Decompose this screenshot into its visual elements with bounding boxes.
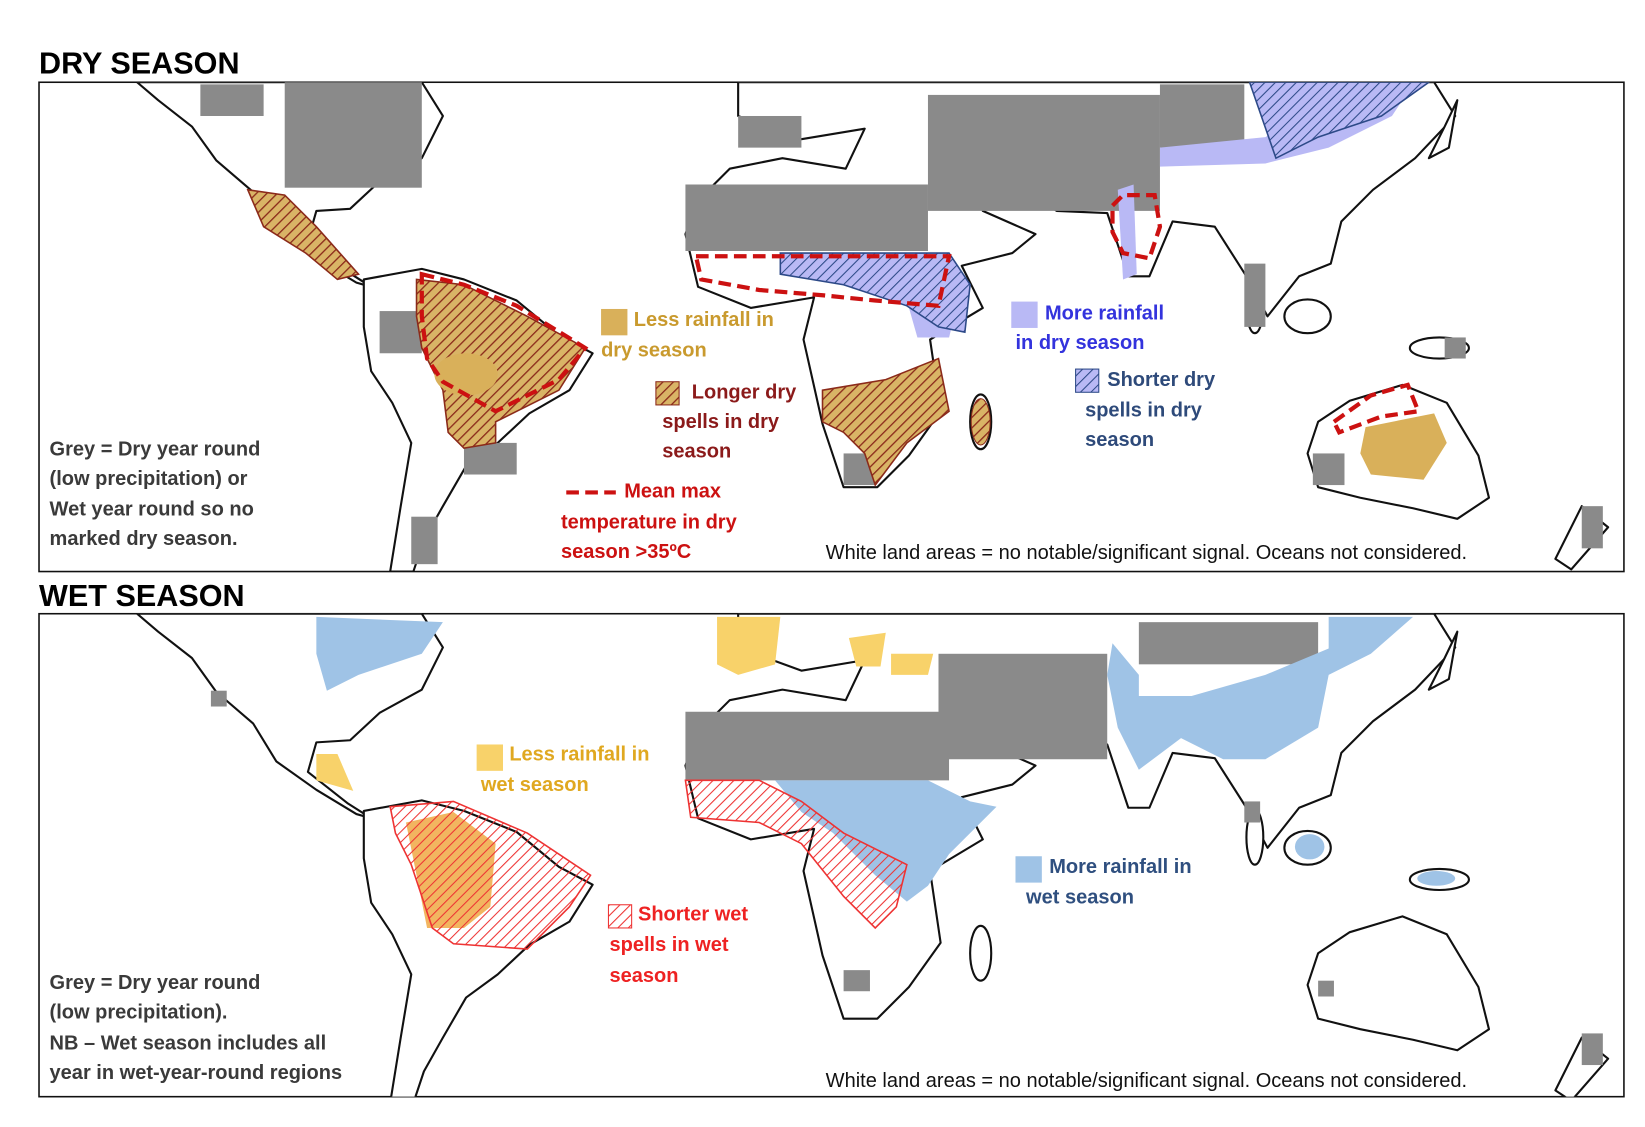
legend-label: Less rainfall in [634,309,774,331]
note: (low precipitation). [50,1002,228,1024]
note: marked dry season. [50,528,238,550]
legend-label: season >35ºC [561,541,691,563]
legend-label: Mean max [624,481,721,503]
legend-label: season [610,965,679,987]
legend-swatch [1011,301,1038,328]
legend-label: temperature in dry [561,511,738,533]
legend-label: spells in dry [662,411,780,433]
note: (low precipitation) or [50,468,248,490]
legend-label: in dry season [1015,332,1144,354]
legend-label: season [1085,429,1154,451]
legend-swatch [1015,856,1042,883]
legend-swatch [655,381,680,406]
note: year in wet-year-round regions [50,1062,343,1084]
legend-label: Shorter dry [1107,369,1216,391]
note: Grey = Dry year round [50,439,261,461]
wet-map [136,613,1610,1097]
legend-label: Shorter wet [638,904,748,926]
footnote: White land areas = no notable/significan… [826,1070,1467,1092]
panel-title: DRY SEASON [39,46,240,80]
panel-title: WET SEASON [39,579,245,613]
note: Wet year round so no [50,499,254,521]
footnote: White land areas = no notable/significan… [826,542,1467,564]
note: Grey = Dry year round [50,972,261,994]
legend-swatch [601,308,628,336]
legend-swatch [1075,368,1100,393]
legend-label: Less rainfall in [509,743,649,765]
legend-swatch [607,904,633,929]
note: NB – Wet season includes all [50,1032,327,1054]
legend-label: wet season [1025,887,1134,909]
legend-label: spells in dry [1085,400,1203,422]
legend-label: spells in wet [610,934,729,956]
legend-label: More rainfall [1045,303,1164,325]
legend-swatch [476,744,503,771]
legend-label: dry season [601,339,707,361]
legend-label: More rainfall in [1049,856,1191,878]
legend-label: season [662,441,731,463]
dry-map [136,82,1610,572]
legend-label: wet season [480,774,589,796]
legend-label: Longer dry [692,382,797,404]
